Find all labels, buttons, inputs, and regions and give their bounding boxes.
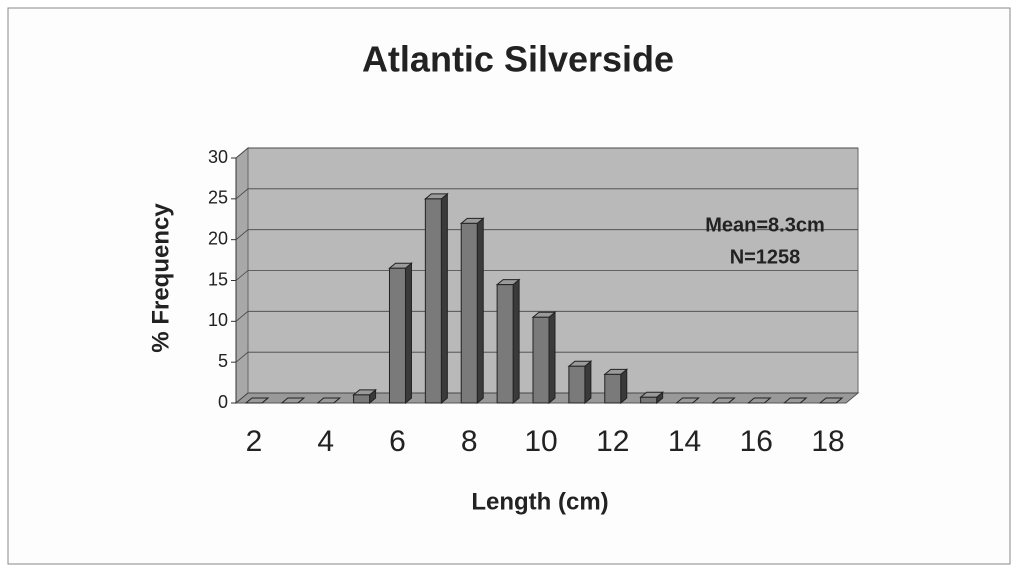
y-tick-label: 5 — [218, 351, 228, 371]
x-tick-label: 16 — [740, 425, 773, 458]
y-tick-label: 10 — [208, 310, 228, 330]
bar — [316, 397, 342, 404]
bar-face — [404, 262, 412, 405]
bar-face — [584, 360, 592, 405]
bar — [280, 397, 306, 404]
bar — [675, 397, 700, 404]
bar-face — [424, 198, 442, 404]
x-tick-label: 10 — [524, 425, 557, 458]
bar — [459, 217, 485, 405]
bar — [352, 388, 377, 405]
bar-face — [512, 278, 520, 405]
y-tick-label: 20 — [208, 228, 228, 248]
bar — [603, 368, 629, 405]
bar-face — [568, 365, 586, 404]
x-tick-label: 18 — [811, 425, 844, 458]
annotation: N=1258 — [730, 246, 801, 268]
bar — [818, 397, 844, 404]
bar — [423, 192, 449, 405]
grid-line — [235, 188, 858, 200]
x-tick-label: 6 — [389, 425, 406, 458]
y-tick-label: 0 — [218, 392, 228, 412]
y-tick-label: 15 — [208, 269, 228, 289]
bar-face — [440, 192, 448, 405]
x-axis-label: Length (cm) — [471, 488, 608, 515]
grid-line — [235, 147, 858, 159]
bar-face — [388, 267, 406, 404]
x-tick-label: 12 — [596, 425, 629, 458]
bar-face — [548, 311, 556, 405]
bar-face — [640, 396, 658, 404]
bar — [711, 397, 736, 404]
bar-face — [460, 222, 478, 404]
x-tick-label: 14 — [668, 425, 701, 458]
y-tick-label: 25 — [208, 188, 228, 208]
bar — [531, 311, 557, 405]
y-tick-label: 30 — [208, 147, 228, 167]
bar-face — [620, 368, 628, 405]
grid-line — [235, 229, 858, 240]
chart-title: Atlantic Silverside — [362, 39, 674, 80]
bar — [782, 397, 808, 404]
bar-face — [476, 217, 484, 405]
y-axis-label: % Frequency — [147, 203, 174, 353]
bar-face — [353, 394, 371, 404]
x-tick-label: 4 — [317, 425, 334, 458]
bar — [388, 262, 413, 405]
bar — [639, 391, 665, 405]
grid-line — [235, 310, 858, 322]
bar-face — [532, 316, 550, 404]
bar-face — [496, 284, 514, 404]
grid-line — [235, 270, 858, 281]
x-tick-label: 2 — [246, 425, 263, 458]
bar — [746, 397, 772, 404]
annotation: Mean=8.3cm — [705, 214, 825, 236]
bar — [567, 360, 593, 405]
bar — [495, 278, 521, 405]
grid-line — [235, 351, 858, 363]
x-tick-label: 8 — [461, 425, 478, 458]
bar — [244, 397, 270, 404]
bar-face — [604, 373, 622, 404]
